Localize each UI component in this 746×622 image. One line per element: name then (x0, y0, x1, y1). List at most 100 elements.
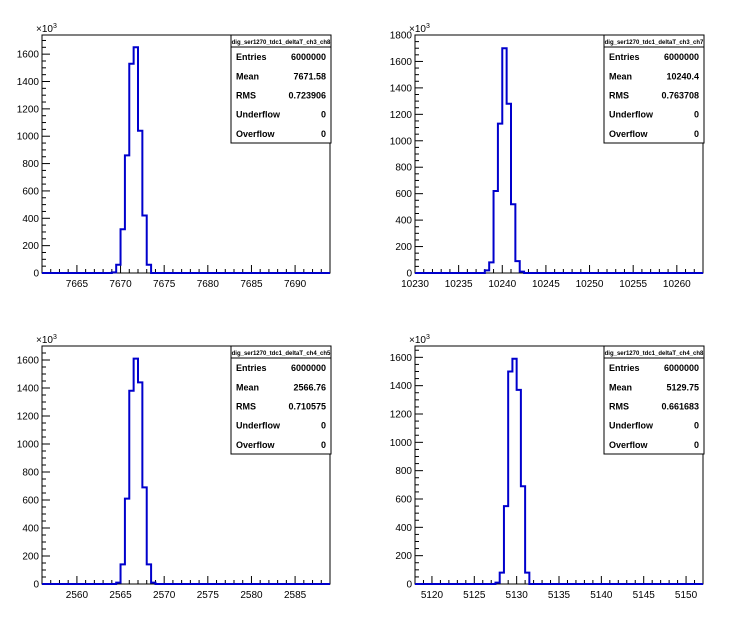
y-tick-label: 1800 (390, 31, 413, 42)
y-tick-label: 1400 (17, 384, 40, 395)
stats-label: RMS (236, 91, 256, 101)
histogram-pad: 0 200 400 600 800 1000 1200 1400 1600 ×103 7665 767… (17, 23, 332, 290)
y-tick-label: 1600 (390, 57, 413, 68)
stats-box (230, 345, 332, 455)
y-tick-label: 1600 (17, 356, 40, 367)
stats-label: Underflow (236, 421, 281, 431)
x-tick-label: 7690 (284, 279, 307, 290)
y-tick-label: 200 (395, 551, 412, 562)
stats-box (230, 34, 332, 144)
y-tick-label: 1600 (390, 353, 413, 364)
x-tick-label: 10235 (445, 279, 473, 290)
stats-value: 0 (694, 129, 699, 139)
x-tick-label: 10245 (532, 279, 560, 290)
stats-value: 0 (321, 421, 326, 431)
y-tick-label: 800 (22, 159, 39, 170)
stats-title: dig_ser1270_tdc1_deltaT_ch4_ch8 (605, 351, 704, 357)
histogram-line (42, 46, 330, 274)
stats-value: 0.763708 (661, 91, 699, 101)
stats-title: dig_ser1270_tdc1_deltaT_ch4_ch5 (232, 351, 331, 357)
x-tick-label: 5125 (463, 590, 486, 601)
stats-value: 0.710575 (288, 402, 326, 412)
stats-label: Overflow (236, 129, 276, 139)
y-tick-label: 600 (22, 496, 39, 507)
y-tick-label: 200 (22, 241, 39, 252)
stats-label: RMS (609, 91, 629, 101)
x-tick-label: 5135 (548, 590, 571, 601)
x-tick-label: 2575 (197, 590, 220, 601)
stats-label: Underflow (609, 110, 654, 120)
histogram-pad: 0 200 400 600 800 1000 1200 1400 1600 ×103 5120 512… (390, 334, 705, 601)
stats-value: 6000000 (664, 52, 699, 62)
y-tick-label: 800 (22, 468, 39, 479)
y-tick-label: 1000 (17, 440, 40, 451)
y-tick-label: 600 (395, 189, 412, 200)
histogram-pad: 0 200 400 600 800 1000 1200 1400 1600 1800×103 102… (390, 23, 705, 290)
y-tick-label: 1200 (17, 412, 40, 423)
x-tick-label: 10230 (401, 279, 429, 290)
x-tick-label: 2570 (153, 590, 176, 601)
stats-value: 0 (321, 129, 326, 139)
y-tick-label: 0 (406, 580, 412, 591)
stats-label: Underflow (236, 110, 281, 120)
stats-value: 10240.4 (666, 71, 699, 81)
stats-value: 5129.75 (666, 382, 699, 392)
y-tick-label: 200 (395, 242, 412, 253)
y-tick-label: 600 (395, 495, 412, 506)
x-tick-label: 5150 (675, 590, 698, 601)
y-tick-label: 200 (22, 552, 39, 563)
histogram-line (42, 357, 330, 585)
stats-value: 0 (694, 421, 699, 431)
stats-value: 0 (321, 440, 326, 450)
stats-label: Mean (609, 71, 632, 81)
x-tick-label: 2585 (284, 590, 307, 601)
x-tick-label: 5120 (421, 590, 444, 601)
stats-title: dig_ser1270_tdc1_deltaT_ch3_ch7 (605, 40, 704, 46)
stats-label: Mean (609, 382, 632, 392)
stats-title: dig_ser1270_tdc1_deltaT_ch3_ch8 (232, 40, 331, 46)
y-tick-label: 1000 (17, 132, 40, 143)
x-tick-label: 7680 (197, 279, 220, 290)
x-tick-label: 7670 (109, 279, 132, 290)
y-tick-label: 0 (406, 269, 412, 280)
histogram-bin (134, 359, 138, 584)
x-tick-label: 10250 (576, 279, 604, 290)
stats-box (603, 345, 705, 455)
x-tick-label: 7665 (66, 279, 89, 290)
y-tick-label: 400 (22, 214, 39, 225)
stats-value: 0 (321, 110, 326, 120)
x-tick-label: 10255 (619, 279, 647, 290)
y-tick-label: 1400 (390, 83, 413, 94)
histogram-bin (512, 359, 516, 584)
stats-label: Overflow (236, 440, 276, 450)
y-tick-label: 0 (33, 580, 39, 591)
histogram-line (415, 47, 703, 274)
stats-value: 0 (694, 440, 699, 450)
y-tick-label: 400 (395, 523, 412, 534)
x-tick-label: 5145 (633, 590, 656, 601)
histogram-pad: 0 200 400 600 800 1000 1200 1400 1600 ×103 2560 256… (17, 334, 332, 601)
stats-value: 7671.58 (293, 71, 326, 81)
stats-label: Entries (236, 52, 267, 62)
x-tick-label: 2580 (240, 590, 263, 601)
y-tick-label: 1000 (390, 136, 413, 147)
y-tick-label: 800 (395, 466, 412, 477)
stats-box (603, 34, 705, 144)
x-tick-label: 2560 (66, 590, 89, 601)
x-tick-label: 7685 (240, 279, 263, 290)
stats-label: Overflow (609, 440, 649, 450)
x-tick-label: 2565 (109, 590, 132, 601)
stats-label: Underflow (609, 421, 654, 431)
stats-value: 6000000 (664, 363, 699, 373)
stats-value: 0.661683 (661, 402, 699, 412)
y-tick-label: 600 (22, 186, 39, 197)
y-tick-label: 1000 (390, 438, 413, 449)
x-tick-label: 5140 (590, 590, 613, 601)
stats-label: Overflow (609, 129, 649, 139)
stats-label: Entries (236, 363, 267, 373)
y-axis-multiplier: ×103 (409, 334, 430, 346)
x-tick-label: 5130 (506, 590, 529, 601)
y-axis-multiplier: ×103 (409, 23, 430, 35)
stats-label: RMS (236, 402, 256, 412)
